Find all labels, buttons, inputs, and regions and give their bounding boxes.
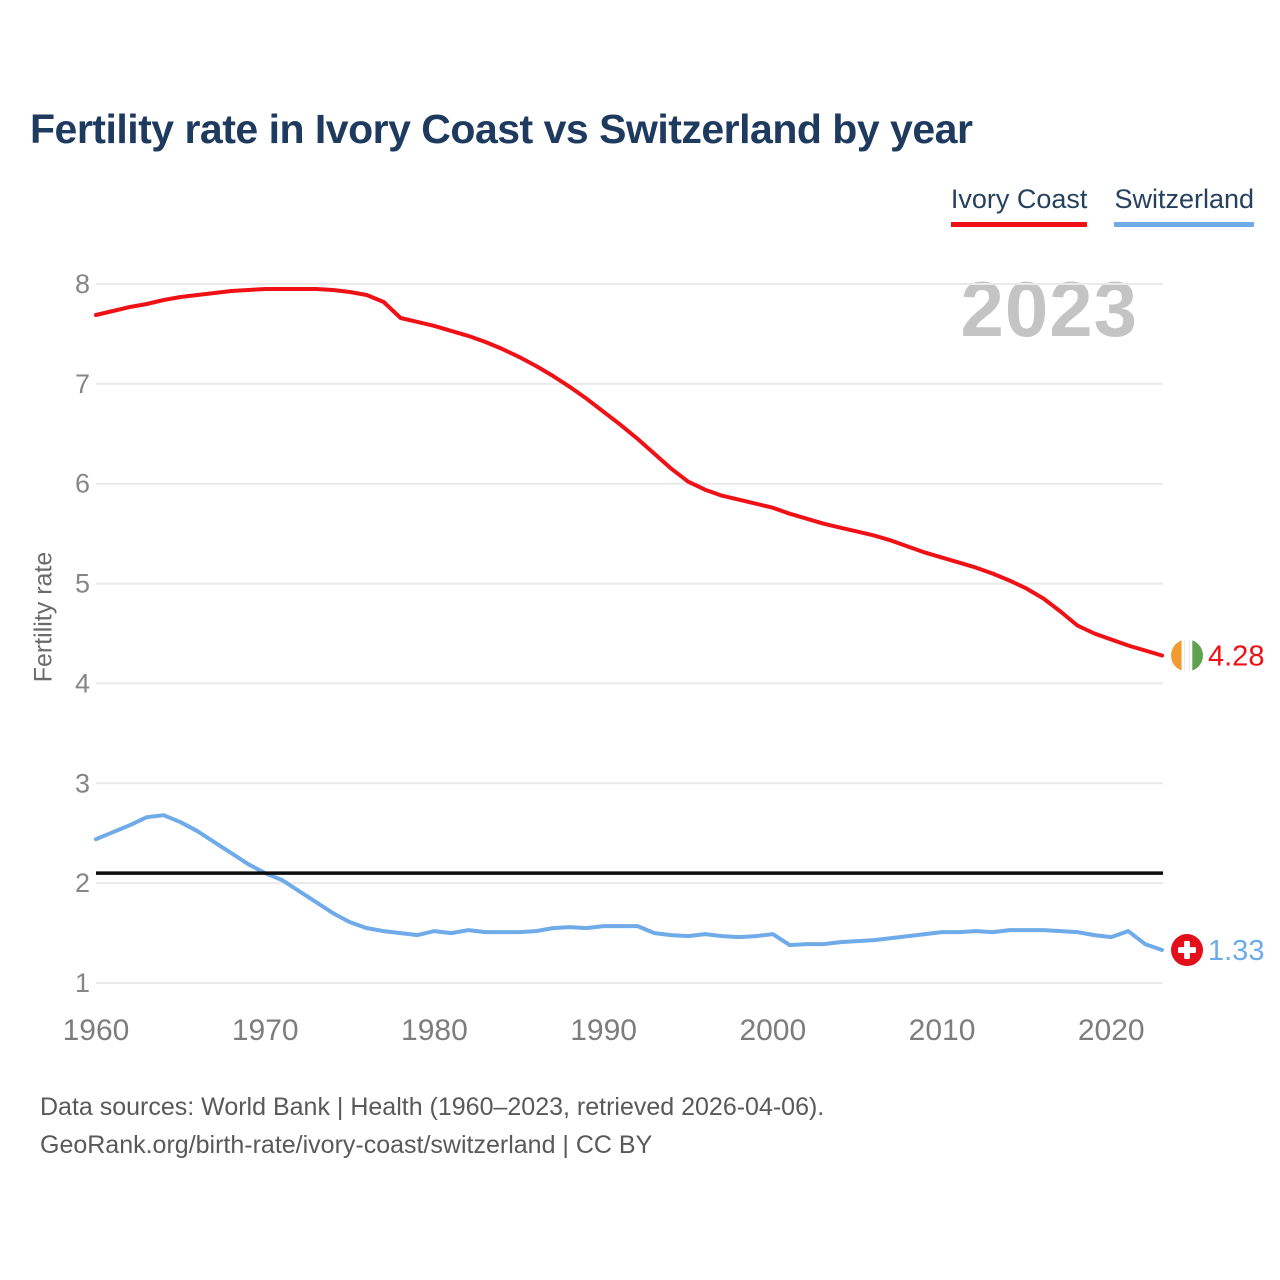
y-axis-tick-label: 2 <box>75 868 90 898</box>
ivory-coast-flag-icon <box>1171 639 1203 672</box>
legend-item-switzerland[interactable]: Switzerland <box>1114 184 1254 227</box>
chart-title: Fertility rate in Ivory Coast vs Switzer… <box>30 106 973 152</box>
y-axis-tick-label: 1 <box>75 968 90 998</box>
x-axis-tick-label: 2020 <box>1078 1014 1145 1047</box>
y-axis-tick-label: 4 <box>75 668 90 698</box>
footer-sources-line: Data sources: World Bank | Health (1960–… <box>40 1093 825 1121</box>
series-line-switzerland <box>94 813 1164 952</box>
x-axis-tick-label: 2000 <box>739 1014 806 1047</box>
end-value-label-ivory-coast: 4.28 <box>1208 640 1264 672</box>
end-value-label-switzerland: 1.33 <box>1208 935 1264 967</box>
y-axis-tick-label: 3 <box>75 768 90 798</box>
x-axis-tick-label: 1960 <box>63 1014 130 1047</box>
x-axis-tick-label: 1980 <box>401 1014 468 1047</box>
y-axis-tick-label: 7 <box>75 369 90 399</box>
legend: Ivory Coast Switzerland <box>950 184 1254 227</box>
switzerland-flag-icon <box>1171 934 1203 967</box>
x-axis-tick-label: 1990 <box>570 1014 637 1047</box>
footer-attribution-line: GeoRank.org/birth-rate/ivory-coast/switz… <box>40 1131 653 1159</box>
y-axis-tick-label: 8 <box>75 269 90 299</box>
legend-item-ivory-coast[interactable]: Ivory Coast <box>950 184 1088 227</box>
y-axis-tick-label: 5 <box>75 569 90 599</box>
x-axis-tick-label: 1970 <box>232 1014 299 1047</box>
y-axis-tick-label: 6 <box>75 469 90 499</box>
x-axis-tick-label: 2010 <box>909 1014 976 1047</box>
series-line-ivory-coast <box>94 287 1164 658</box>
footer: Data sources: World Bank | Health (1960–… <box>40 1088 824 1164</box>
